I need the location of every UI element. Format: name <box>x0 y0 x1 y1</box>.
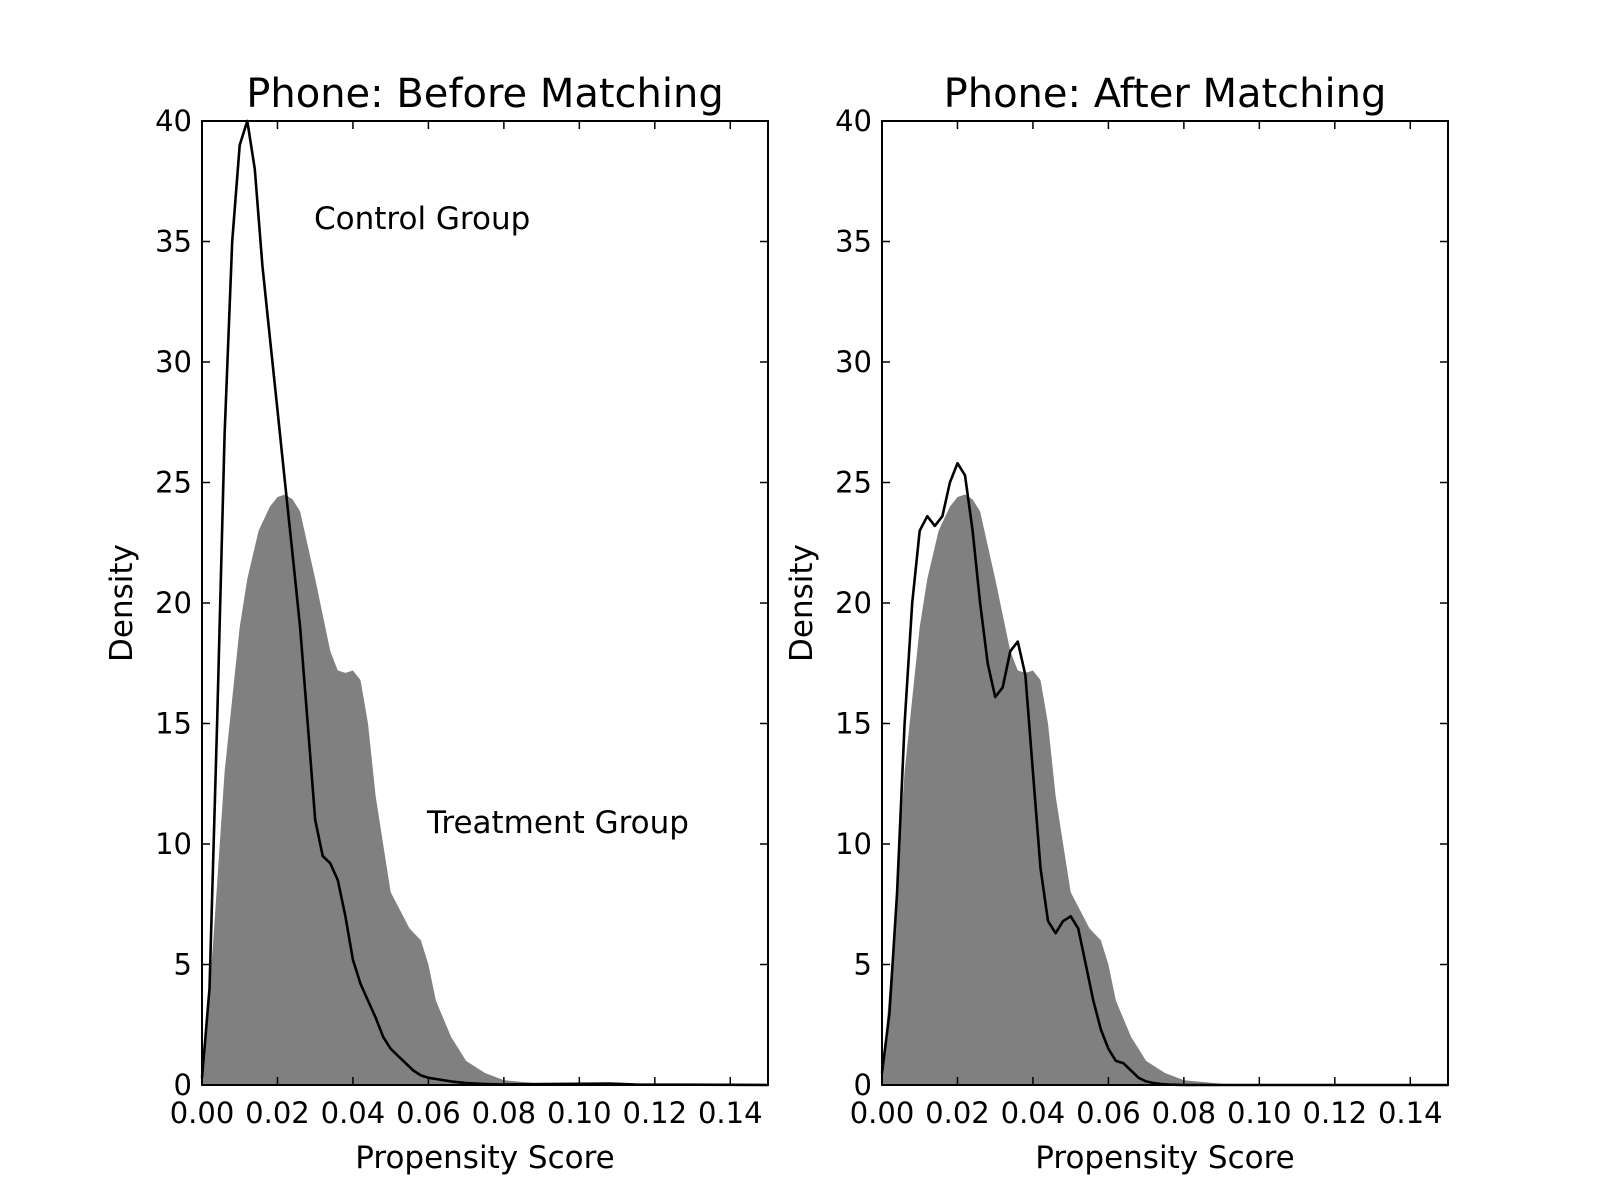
y-tick-label: 0 <box>854 1068 872 1102</box>
y-tick-label: 30 <box>155 345 192 379</box>
area-layer <box>202 495 768 1086</box>
y-tick-label: 40 <box>155 104 192 138</box>
y-tick-label: 25 <box>835 466 872 500</box>
x-tick-label: 0.12 <box>1303 1096 1368 1130</box>
y-tick-label: 35 <box>835 225 872 259</box>
x-tick-label: 0.10 <box>1227 1096 1292 1130</box>
x-tick-label: 0.14 <box>1378 1096 1443 1130</box>
chart-title: Phone: After Matching <box>944 71 1387 117</box>
annotation-control-group: Control Group <box>314 201 530 237</box>
x-tick-label: 0.02 <box>925 1096 990 1130</box>
y-tick-label: 20 <box>155 586 192 620</box>
y-tick-label: 0 <box>174 1068 192 1102</box>
y-tick-label: 30 <box>835 345 872 379</box>
chart-panel-before-matching: 0.00 0.02 0.04 0.06 0.08 0.10 0.12 0.1405101520… <box>104 71 768 1176</box>
series-area-0 <box>882 495 1448 1086</box>
y-tick-label: 25 <box>155 466 192 500</box>
y-tick-label: 40 <box>835 104 872 138</box>
x-axis-label: Propensity Score <box>355 1140 615 1176</box>
x-tick-label: 0.08 <box>1152 1096 1217 1130</box>
y-tick-label: 10 <box>835 827 872 861</box>
annotation-treatment-group: Treatment Group <box>426 805 689 841</box>
x-tick-label: 0.06 <box>396 1096 461 1130</box>
y-tick-label: 35 <box>155 225 192 259</box>
x-tick-label: 0.08 <box>472 1096 537 1130</box>
y-axis-label: Density <box>784 544 820 662</box>
x-tick-label: 0.12 <box>623 1096 688 1130</box>
y-tick-label: 5 <box>854 948 872 982</box>
y-tick-label: 20 <box>835 586 872 620</box>
y-tick-label: 5 <box>174 948 192 982</box>
x-tick-label: 0.06 <box>1076 1096 1141 1130</box>
x-tick-label: 0.02 <box>245 1096 310 1130</box>
series-area-0 <box>202 495 768 1086</box>
y-tick-label: 15 <box>835 707 872 741</box>
x-tick-label: 0.10 <box>547 1096 612 1130</box>
y-axis-label: Density <box>104 544 140 662</box>
x-axis-label: Propensity Score <box>1035 1140 1295 1176</box>
y-tick-label: 10 <box>155 827 192 861</box>
area-layer <box>882 495 1448 1086</box>
x-tick-label: 0.04 <box>321 1096 386 1130</box>
chart-title: Phone: Before Matching <box>246 71 724 117</box>
y-tick-label: 15 <box>155 707 192 741</box>
x-tick-label: 0.04 <box>1001 1096 1066 1130</box>
chart-panel-after-matching: 0.00 0.02 0.04 0.06 0.08 0.10 0.12 0.1405101520… <box>784 71 1448 1176</box>
x-tick-label: 0.14 <box>698 1096 763 1130</box>
